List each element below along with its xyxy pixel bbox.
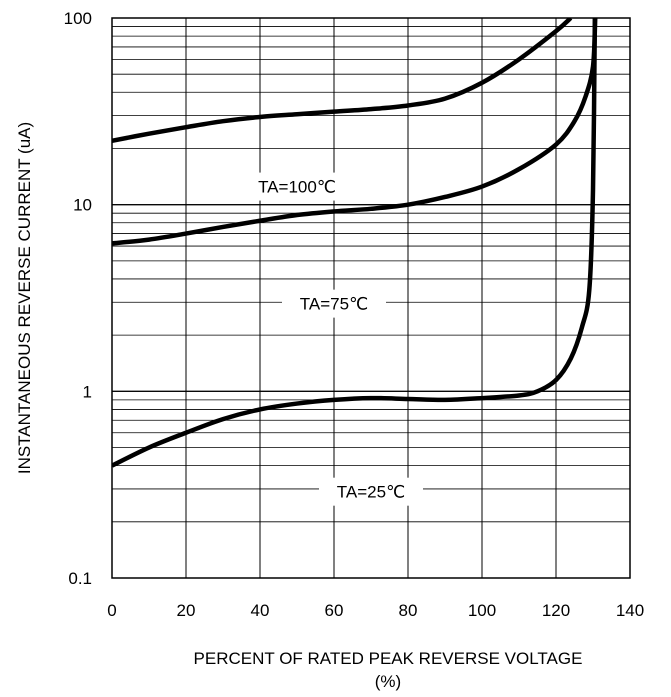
- curve-label-background: [282, 289, 386, 318]
- x-tick-label: 100: [468, 601, 496, 620]
- x-axis-unit: (%): [375, 672, 401, 691]
- y-tick-label: 10: [73, 196, 92, 215]
- x-tick-labels: 0 20 40 60 80 100 120 140: [107, 601, 644, 620]
- series-line-2: [112, 18, 598, 468]
- curve-label-background: [319, 477, 423, 506]
- x-tick-label: 80: [399, 601, 418, 620]
- y-tick-labels: 0.1 1 10 100: [64, 9, 92, 588]
- curve-label-2: TA=25℃: [337, 483, 405, 502]
- x-tick-label: 60: [325, 601, 344, 620]
- y-tick-label: 1: [83, 382, 92, 401]
- x-axis-title: PERCENT OF RATED PEAK REVERSE VOLTAGE: [194, 649, 583, 668]
- plot-frame: [111, 17, 631, 579]
- curves: [112, 18, 598, 468]
- x-tick-label: 120: [542, 601, 570, 620]
- x-tick-label: 40: [251, 601, 270, 620]
- series-line-0: [112, 18, 573, 143]
- y-axis-title: INSTANTANEOUS REVERSE CURRENT (uA): [15, 122, 34, 474]
- x-tick-label: 140: [616, 601, 644, 620]
- series-line-1: [112, 18, 598, 246]
- x-tick-label: 20: [177, 601, 196, 620]
- x-tick-label: 0: [107, 601, 116, 620]
- curve-labels: TA=100℃ TA=75℃ TA=25℃: [245, 172, 423, 506]
- y-tick-label: 0.1: [68, 569, 92, 588]
- curve-label-background: [245, 172, 349, 201]
- curve-label-0: TA=100℃: [258, 178, 336, 197]
- curve-label-1: TA=75℃: [300, 295, 368, 314]
- y-tick-label: 100: [64, 9, 92, 28]
